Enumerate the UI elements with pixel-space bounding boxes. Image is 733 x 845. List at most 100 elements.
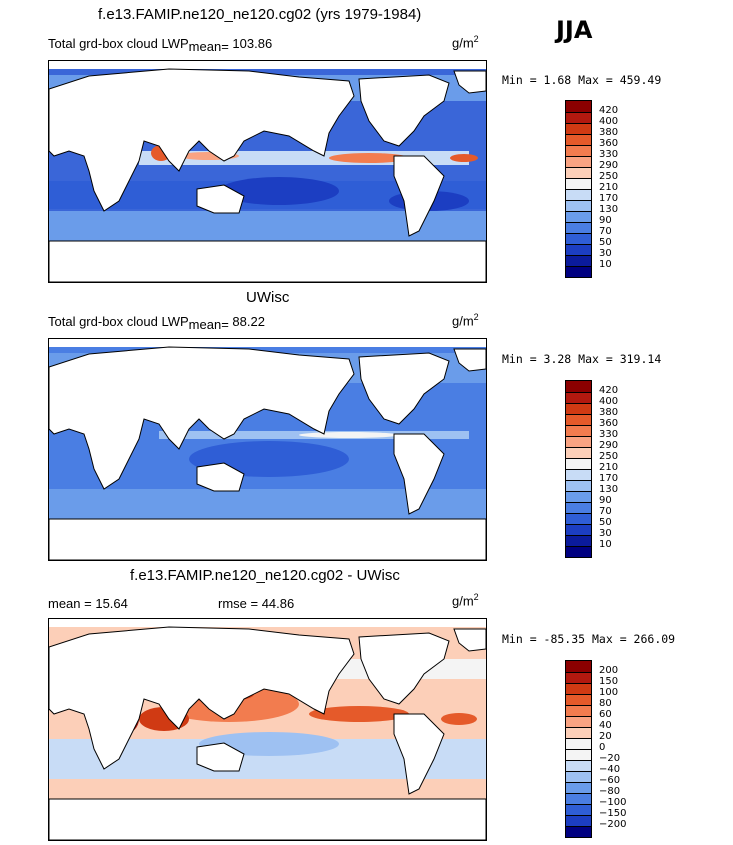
panel-1-title: f.e13.FAMIP.ne120_ne120.cg02 (yrs 1979-1… (98, 6, 422, 23)
colorbar-tick: 50 (599, 237, 612, 248)
colorbar-cell (566, 694, 591, 705)
colorbar-cell (566, 683, 591, 694)
colorbar-cell (566, 200, 591, 211)
atlantic-peak (441, 713, 477, 725)
colorbar-cell (566, 469, 591, 480)
colorbar-tick: 330 (599, 429, 619, 440)
colorbar-cell (566, 156, 591, 167)
eurasia-africa (49, 626, 355, 770)
greenland (453, 628, 486, 652)
antarctica (49, 518, 486, 560)
colorbar-tick: 30 (599, 248, 612, 259)
north-america (358, 352, 450, 425)
panel-3-minmax: Min = -85.35 Max = 266.09 (502, 632, 676, 646)
colorbar-tick: 50 (599, 517, 612, 528)
panel-1-colorbar (565, 100, 592, 278)
panel-2-map-svg (49, 346, 486, 560)
colorbar-tick: 170 (599, 193, 619, 204)
colorbar-tick: 130 (599, 204, 619, 215)
panel-2-minmax: Min = 3.28 Max = 319.14 (502, 352, 662, 366)
colorbar-tick: 70 (599, 506, 612, 517)
colorbar-cell (566, 815, 591, 826)
north-america (358, 74, 450, 147)
colorbar-cell (566, 233, 591, 244)
itcz-peak (299, 432, 399, 438)
colorbar-tick: 150 (599, 676, 619, 687)
panel-3-map-svg (49, 626, 486, 840)
colorbar-cell (566, 716, 591, 727)
colorbar-cell (566, 436, 591, 447)
panel-2-mean-value: 88.22 (232, 314, 265, 329)
colorbar-cell (566, 524, 591, 535)
colorbar-cell (566, 392, 591, 403)
panel-2-units: g/m2 (452, 312, 479, 328)
colorbar-tick: 360 (599, 138, 619, 149)
colorbar-tick: 0 (599, 742, 606, 753)
season-label: JJA (556, 16, 593, 44)
south-pacific-low (219, 177, 339, 205)
colorbar-tick: 30 (599, 528, 612, 539)
atlantic-peak (450, 154, 478, 162)
colorbar-tick: 60 (599, 709, 612, 720)
colorbar-cell (566, 749, 591, 760)
itcz-peak (329, 153, 409, 163)
colorbar-cell (566, 661, 591, 672)
colorbar-tick: 210 (599, 462, 619, 473)
colorbar-tick: 380 (599, 127, 619, 138)
colorbar-cell (566, 255, 591, 266)
colorbar-cell (566, 425, 591, 436)
colorbar-cell (566, 804, 591, 815)
panel-3-title: f.e13.FAMIP.ne120_ne120.cg02 - UWisc (130, 567, 400, 584)
colorbar-cell (566, 178, 591, 189)
colorbar-cell (566, 760, 591, 771)
panel-3-mean: mean = 15.64 (48, 596, 128, 611)
colorbar-tick: −80 (599, 786, 621, 797)
colorbar-tick: 10 (599, 259, 612, 270)
colorbar-tick: 210 (599, 182, 619, 193)
units-exponent: 2 (473, 312, 479, 322)
colorbar-tick: 360 (599, 418, 619, 429)
colorbar-cell (566, 672, 591, 683)
colorbar-tick: 90 (599, 215, 612, 226)
colorbar-tick: 290 (599, 160, 619, 171)
south-america (393, 155, 445, 237)
colorbar-cell (566, 123, 591, 134)
panel-2-map (48, 338, 487, 561)
colorbar-tick: −100 (599, 797, 627, 808)
colorbar-cell (566, 167, 591, 178)
colorbar-tick: 290 (599, 440, 619, 451)
itcz-warm (309, 706, 409, 722)
colorbar-tick: 130 (599, 484, 619, 495)
colorbar-cell (566, 480, 591, 491)
colorbar-tick: 380 (599, 407, 619, 418)
colorbar-cell (566, 458, 591, 469)
colorbar-cell (566, 738, 591, 749)
panel-1-variable: Total grd-box cloud LWPmean= 103.86 (48, 36, 272, 54)
units-exponent: 2 (473, 34, 479, 44)
panel-1-map (48, 60, 487, 283)
colorbar-tick: 200 (599, 665, 619, 676)
units-exponent: 2 (473, 592, 479, 602)
colorbar-tick: 80 (599, 698, 612, 709)
colorbar-cell (566, 381, 591, 392)
colorbar-cell (566, 447, 591, 458)
colorbar-tick: −200 (599, 819, 627, 830)
panel-1-mean-label: mean= (188, 39, 229, 54)
colorbar-tick: 420 (599, 105, 619, 116)
panel-1-mean-value: 103.86 (232, 36, 273, 51)
north-america (358, 632, 450, 705)
colorbar-cell (566, 491, 591, 502)
colorbar-cell (566, 211, 591, 222)
panel-1-units: g/m2 (452, 34, 479, 50)
continents (49, 68, 486, 282)
units-text: g/m (452, 35, 474, 51)
colorbar-tick: 100 (599, 687, 619, 698)
colorbar-cell (566, 705, 591, 716)
panel-2-title: UWisc (246, 289, 290, 306)
units-text: g/m (452, 593, 474, 609)
colorbar-cell (566, 266, 591, 277)
eurasia-africa (49, 68, 355, 212)
continents (49, 346, 486, 560)
australia (196, 462, 245, 492)
colorbar-cell (566, 727, 591, 738)
